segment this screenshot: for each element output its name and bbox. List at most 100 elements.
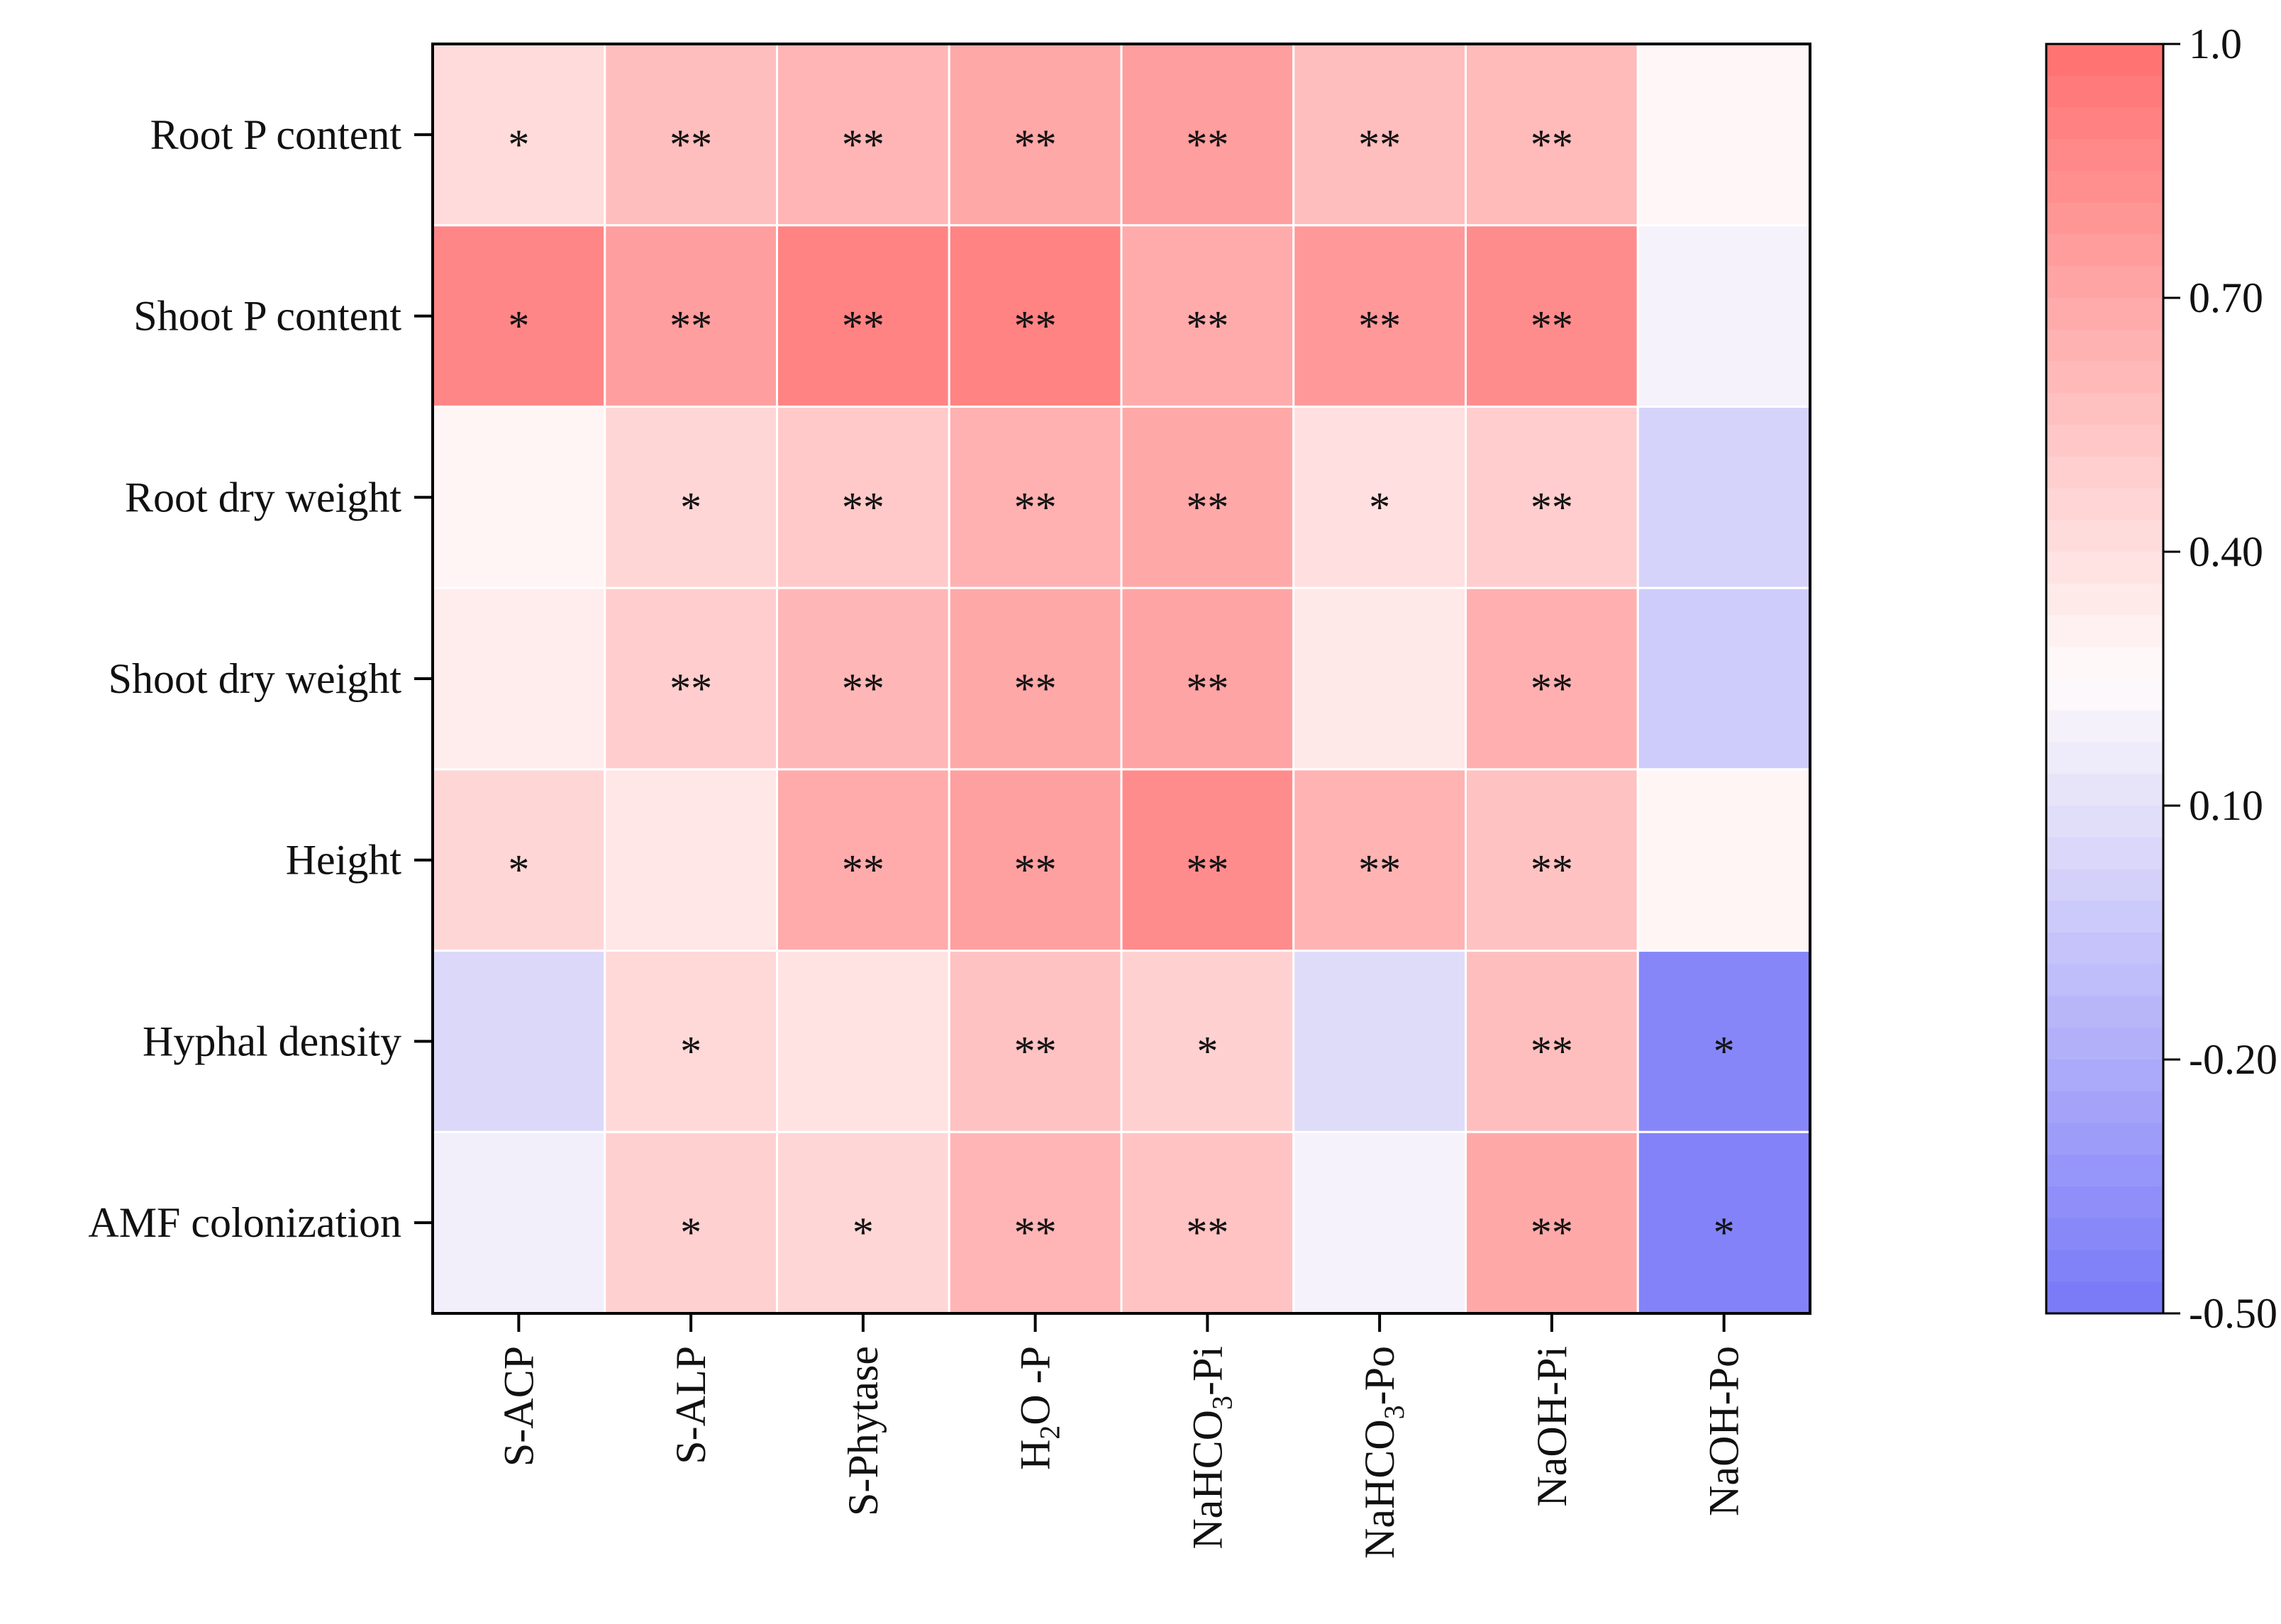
x-tick-label: H2O -P [1012,1346,1066,1470]
significance-markers: * ** ** ** ** ** *** ** ** ** ** ** *** ** ** ** * **** **… [508,121,1734,1256]
x-tick-label: NaOH-Po [1701,1346,1748,1516]
colorbar-band [2046,425,2163,457]
significance-marker: ** [1014,847,1057,894]
colorbar-band [2046,679,2163,711]
colorbar-band [2046,1281,2163,1314]
heatmap-cell [1636,224,1811,408]
heatmap-cell [948,405,1123,589]
significance-marker: * [508,121,529,168]
significance-marker: ** [1358,847,1401,894]
significance-marker: ** [1186,665,1228,712]
colorbar-tick-label: 0.70 [2189,274,2263,321]
heatmap-cell [948,586,1123,771]
significance-marker: ** [670,303,712,350]
colorbar-band [2046,742,2163,774]
heatmap-cell [776,768,950,952]
heatmap-cell [1636,950,1811,1133]
significance-marker: ** [1358,121,1401,168]
heatmap-cell [604,43,778,227]
significance-marker: ** [1186,303,1228,350]
y-tick-label: AMF colonization [88,1199,401,1246]
colorbar-band [2046,44,2163,77]
y-tick-label: Root dry weight [125,474,401,521]
colorbar-tick-label: -0.20 [2189,1036,2277,1083]
significance-marker: ** [1186,1209,1228,1256]
significance-marker: ** [842,303,884,350]
y-tick-label: Hyphal density [143,1018,401,1064]
significance-marker: ** [1014,121,1057,168]
significance-marker: ** [842,665,884,712]
significance-marker: ** [842,121,884,168]
heatmap-cell [1465,768,1639,952]
heatmap-cell [1120,43,1295,227]
colorbar-band [2046,1218,2163,1251]
heatmap-cell [431,586,606,771]
colorbar-band [2046,107,2163,140]
colorbar-band [2046,1060,2163,1092]
heatmap-cell [1292,43,1467,227]
significance-marker: * [680,1209,701,1256]
heatmap-cell [776,405,950,589]
heatmap-cell [1292,224,1467,408]
significance-marker: * [508,303,529,350]
significance-marker: ** [1358,303,1401,350]
y-tick-label: Root P content [150,111,402,158]
significance-marker: ** [1531,1028,1573,1074]
significance-marker: * [1369,484,1390,530]
heatmap-cell [1465,224,1639,408]
colorbar-band [2046,488,2163,521]
significance-marker: ** [1186,847,1228,894]
heatmap-cell [1465,950,1639,1133]
x-axis: S-ACP S-ALP S-Phytase H2O -P NaHCO3-Pi NaHCO3… [495,1313,1748,1559]
heatmap-cell [776,586,950,771]
x-tick-label: NaHCO3-Pi [1184,1346,1238,1550]
heatmap-cell [1292,586,1467,771]
significance-marker: * [508,847,529,894]
y-tick-label: Shoot P content [133,293,401,340]
heatmap-cell [431,43,606,227]
heatmap-cell [1465,405,1639,589]
colorbar-band [2046,266,2163,299]
significance-marker: ** [1014,1028,1057,1074]
y-tick-label: Shoot dry weight [109,655,402,702]
heatmap-cell [1120,768,1295,952]
significance-marker: ** [1014,665,1057,712]
colorbar-band [2046,393,2163,426]
heatmap-cell [1292,1130,1467,1315]
x-tick-label: S-ALP [667,1346,714,1464]
significance-marker: * [680,1028,701,1074]
heatmap-cell [1292,950,1467,1133]
colorbar-band [2046,361,2163,394]
significance-marker: ** [1014,484,1057,530]
heatmap-cell [1636,43,1811,227]
significance-marker: ** [670,121,712,168]
heatmap-cell [1636,768,1811,952]
colorbar-band [2046,933,2163,965]
heatmap-cell [1636,405,1811,589]
heatmap-cell [1465,586,1639,771]
significance-marker: ** [1531,484,1573,530]
significance-marker: * [680,484,701,530]
colorbar-band [2046,774,2163,806]
colorbar-band [2046,520,2163,552]
significance-marker: ** [1531,303,1573,350]
x-tick-label: S-Phytase [840,1346,887,1516]
heatmap-cell [948,43,1123,227]
colorbar-tick-label: -0.50 [2189,1290,2277,1337]
colorbar-band [2046,202,2163,235]
colorbar-band [2046,806,2163,838]
x-tick-label: NaOH-Pi [1528,1346,1575,1507]
colorbar-band [2046,1091,2163,1124]
heatmap-cell [1292,405,1467,589]
colorbar-band [2046,234,2163,267]
heatmap-cells [431,43,1811,1315]
significance-marker: ** [1531,665,1573,712]
significance-marker: ** [1186,121,1228,168]
colorbar-band [2046,75,2163,109]
colorbar-tick-label: 0.40 [2189,528,2263,575]
significance-marker: ** [1014,1209,1057,1256]
colorbar-tick-label: 1.0 [2189,21,2242,67]
colorbar-band [2046,1155,2163,1187]
heatmap-cell [1120,224,1295,408]
